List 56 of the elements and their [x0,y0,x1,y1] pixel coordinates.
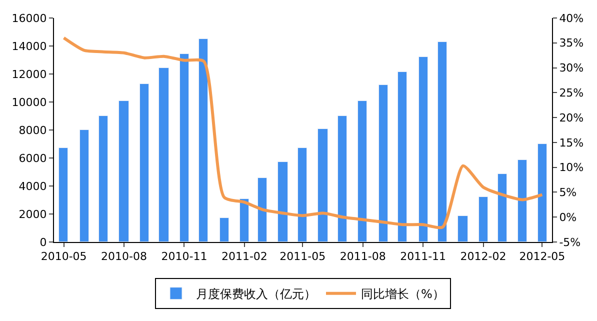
x-tick-label: 2010-11 [161,250,208,264]
y2-tick-label: 5% [559,186,577,200]
bar [118,100,129,242]
y2-tick-label: 20% [559,111,584,124]
bar [220,218,229,242]
y2-tick-label: 15% [559,136,584,150]
legend-label: 月度保费收入（亿元） [196,287,316,302]
x-tick-label: 2012-02 [460,250,506,264]
bar [158,68,169,242]
x-tick-label: 2011-02 [221,250,268,264]
y2-tick-label: 0% [559,210,577,224]
bar [240,198,249,242]
bar [458,216,468,242]
line-series [62,36,544,230]
bar [398,72,407,242]
x-tick-label: 2011-08 [340,250,386,264]
bar [378,84,388,242]
bar [338,116,347,242]
bar [140,84,149,242]
bar [438,42,447,242]
x-tick-label: 2010-08 [101,250,148,264]
bar [98,116,108,242]
bar [478,196,488,242]
x-tick-label: 2011-11 [400,250,446,264]
y-tick-label: 12000 [12,68,47,81]
x-tick-label: 2012-05 [519,250,566,264]
x-tick-label: 2010-05 [40,250,87,264]
bar [358,100,367,242]
y2-tick-label: 30% [559,62,584,75]
y-tick-label: 16000 [12,12,47,25]
y2-tick-label: 40% [559,12,584,25]
bar [298,148,307,242]
bar [258,178,267,242]
y-tick-label: 14000 [12,40,47,53]
y-tick-label: 8000 [18,124,47,137]
bar [58,148,68,242]
y-tick-label: 0 [40,236,47,249]
bar [198,38,208,242]
bar [318,128,328,242]
y-tick-label: 6000 [18,152,47,165]
bar [80,130,89,242]
legend-label: 同比增长（%） [361,287,444,302]
y2-tick-label: 35% [559,36,584,50]
bar [518,160,527,242]
bar [278,162,288,242]
y2-tick-label: 10% [559,161,584,174]
bar [498,174,507,242]
y2-tick-label: 25% [559,86,584,100]
bar [180,54,189,242]
y-tick-label: 10000 [12,96,47,109]
bar [538,144,547,242]
x-tick-label: 2011-05 [280,250,326,264]
y-tick-label: 4000 [18,180,47,193]
y-tick-label: 2000 [18,208,47,221]
bar [418,56,428,242]
y2-tick-label: -5% [559,236,581,249]
